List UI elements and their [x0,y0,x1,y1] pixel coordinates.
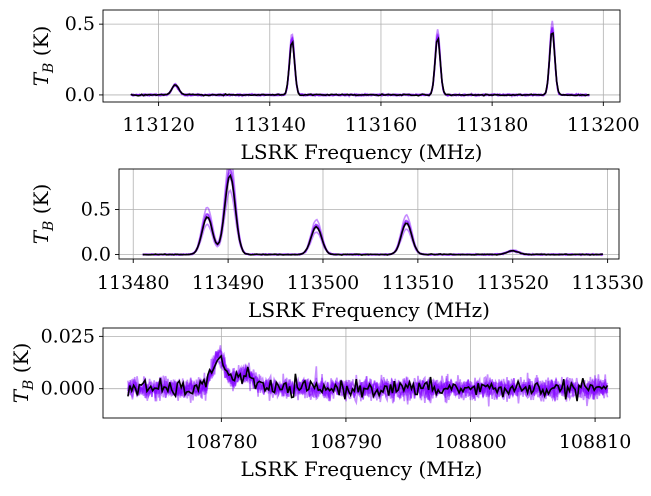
model-draw-series [142,174,604,257]
y-tick-label: 0.0 [65,84,95,106]
model-draw-series [127,350,609,407]
x-tick-label: 113180 [456,114,529,136]
x-tick-label: 113200 [567,114,640,136]
y-tick-label: 0.0 [81,244,111,266]
x-tick-label: 113120 [122,114,195,136]
model-draw-series [127,345,609,402]
axes-frame [102,327,621,419]
x-axis-label: LSRK Frequency (MHz) [248,298,490,322]
model-draw-series [130,31,590,98]
y-axis-label: TB (K) [29,26,57,87]
model-draw-series [130,28,590,98]
x-axis-label: LSRK Frequency (MHz) [241,457,483,481]
model-draw-series [142,169,603,257]
observed-data-series [142,173,603,256]
axes-frame [118,168,620,260]
y-tick-label: 0.5 [65,13,95,35]
x-tick-label: 113500 [287,272,360,294]
x-tick-label: 108800 [434,431,507,453]
model-draw-series [142,171,604,257]
observed-data-series [130,31,590,97]
x-axis-label: LSRK Frequency (MHz) [241,140,483,164]
model-draw-series [142,169,603,257]
x-tick-label: 113160 [345,114,418,136]
model-draw-series [142,177,604,257]
model-draw-series [130,20,590,98]
x-tick-label: 113520 [476,272,549,294]
model-draw-series [142,169,603,257]
x-tick-label: 113530 [571,272,644,294]
y-axis-label: TB (K) [29,184,57,245]
y-axis-label: TB (K) [9,343,37,404]
y-tick-label: 0.5 [81,199,111,221]
y-tick-label: 0.025 [41,325,95,347]
axes-frame [102,9,621,103]
chart-panel-2: 113480 113490 113500 113510 113520 113530 0.0 0… [29,168,644,322]
x-tick-label: 113140 [234,114,307,136]
model-draw-series [130,26,590,98]
x-tick-label: 113480 [97,272,170,294]
x-tick-label: 113490 [192,272,265,294]
x-tick-label: 113510 [382,272,455,294]
x-tick-label: 108780 [185,431,258,453]
model-draw-series [130,30,590,98]
y-tick-label: 0.000 [41,378,95,400]
observed-data-series [127,354,609,402]
x-tick-label: 108810 [559,431,632,453]
chart-panel-1: 113120 113140 113160 113180 113200 0.0 0.5 LSRK… [29,9,640,164]
model-draw-series [130,27,590,98]
x-tick-label: 108790 [310,431,383,453]
model-draw-series [130,31,590,98]
chart-panel-3: 108780 108790 108800 108810 0.000 0.025 LSRK F… [9,325,631,481]
